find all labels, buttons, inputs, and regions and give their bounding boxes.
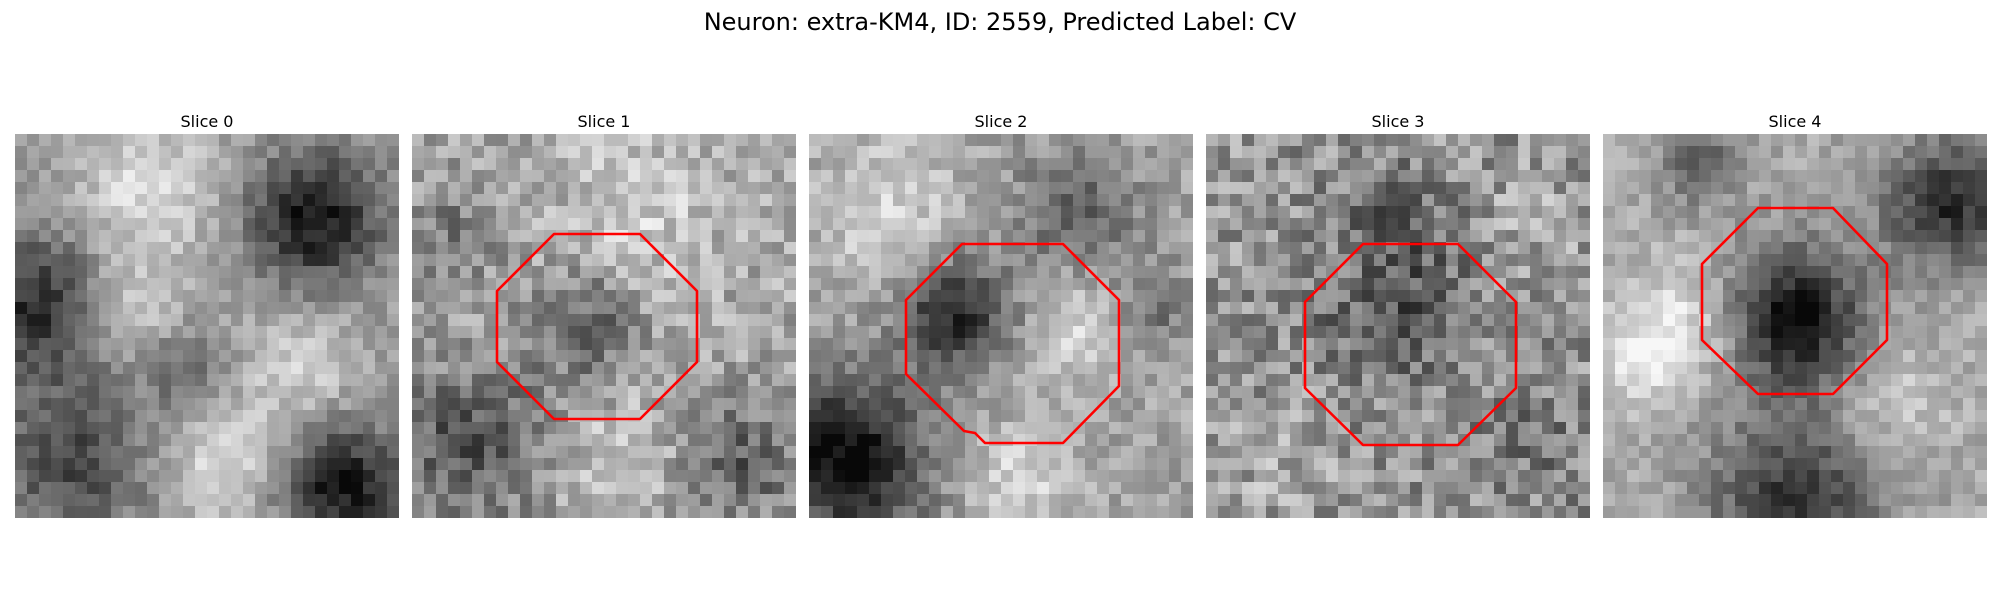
- slice-panel-3: Slice 3: [1206, 110, 1590, 518]
- slice-image-3: [1206, 134, 1590, 518]
- slice-title-3: Slice 3: [1371, 112, 1425, 131]
- figure-title: Neuron: extra-KM4, ID: 2559, Predicted L…: [703, 8, 1297, 36]
- slice-pixels-3: [1206, 134, 1590, 518]
- slice-pixels-2: [809, 134, 1193, 518]
- roi-contour-4: [1700, 206, 1889, 396]
- roi-contour-3: [1303, 242, 1518, 447]
- slice-pixels-1: [412, 134, 796, 518]
- slice-title-0: Slice 0: [180, 112, 234, 131]
- slice-image-4: [1603, 134, 1987, 518]
- slice-image-2: [809, 134, 1193, 518]
- slice-image-1: [412, 134, 796, 518]
- slice-image-0: [15, 134, 399, 518]
- slice-panel-1: Slice 1: [412, 110, 796, 518]
- slice-title-1: Slice 1: [577, 112, 631, 131]
- roi-contour-2: [904, 242, 1121, 445]
- slice-pixels-4: [1603, 134, 1987, 518]
- slice-title-4: Slice 4: [1768, 112, 1822, 131]
- slice-panel-4: Slice 4: [1603, 110, 1987, 518]
- slice-panel-0: Slice 0: [15, 110, 399, 518]
- roi-contour-1: [495, 232, 699, 421]
- slice-panel-2: Slice 2: [809, 110, 1193, 518]
- slice-title-2: Slice 2: [974, 112, 1028, 131]
- slice-pixels-0: [15, 134, 399, 518]
